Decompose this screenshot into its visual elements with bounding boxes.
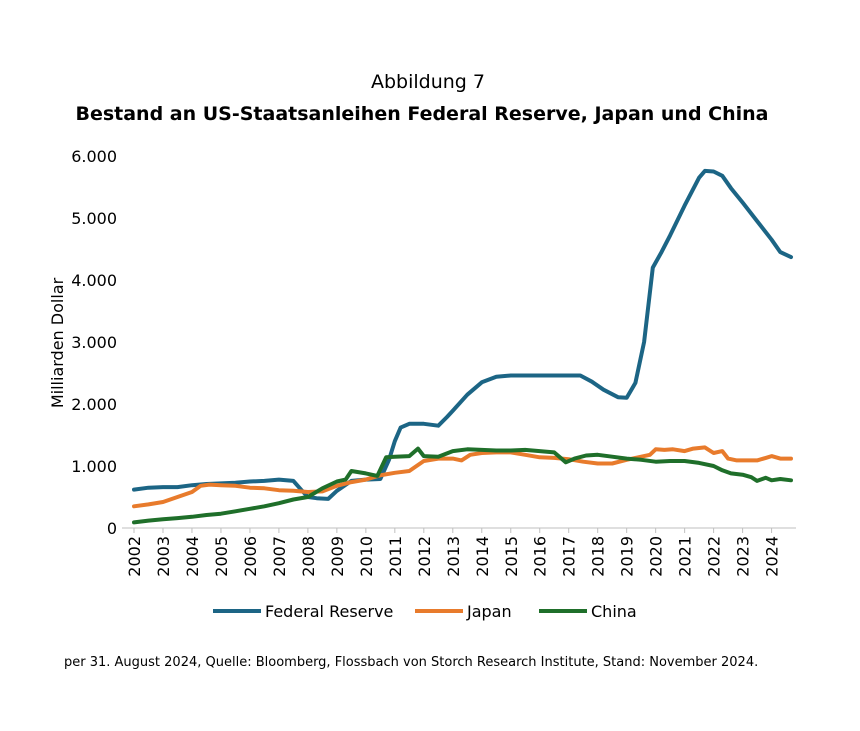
x-tick-label: 2013 — [444, 536, 463, 577]
y-tick-label: 6.000 — [71, 147, 117, 166]
chart-title: Bestand an US-Staatsanleihen Federal Res… — [75, 103, 768, 125]
legend-label: Japan — [466, 602, 512, 621]
legend-label: Federal Reserve — [265, 602, 393, 621]
series-line-japan — [132, 445, 793, 509]
x-tick-label: 2015 — [502, 536, 521, 577]
series-line-federal-reserve — [132, 168, 793, 501]
x-tick-label: 2011 — [386, 536, 405, 577]
x-tick-label: 2022 — [705, 536, 724, 577]
x-tick-label: 2014 — [473, 536, 492, 577]
y-tick-label: 3.000 — [71, 333, 117, 352]
x-tick-label: 2024 — [763, 536, 782, 577]
footnote: per 31. August 2024, Quelle: Bloomberg, … — [64, 655, 758, 670]
x-axis-ticks: 2002 2003 2004 2005 2006 2007 2008 2009 2010 2011… — [125, 528, 782, 577]
x-tick-label: 2006 — [241, 536, 260, 577]
series-lines — [132, 168, 793, 525]
y-tick-label: 1.000 — [71, 457, 117, 476]
x-tick-label: 2007 — [270, 536, 289, 577]
x-tick-label: 2002 — [125, 536, 144, 577]
x-tick-label: 2019 — [618, 536, 637, 577]
x-tick-label: 2008 — [299, 536, 318, 577]
x-tick-label: 2020 — [647, 536, 666, 577]
y-tick-label: 0 — [107, 519, 117, 538]
x-tick-label: 2005 — [212, 536, 231, 577]
x-tick-label: 2021 — [676, 536, 695, 577]
y-axis-ticks: 0 1.000 2.000 3.000 4.000 5.000 6.000 — [71, 147, 117, 538]
y-axis-label: Milliarden Dollar — [48, 277, 67, 408]
x-tick-label: 2003 — [154, 536, 173, 577]
legend-label: China — [591, 602, 637, 621]
series-line-china — [132, 446, 793, 525]
x-tick-label: 2009 — [328, 536, 347, 577]
x-tick-label: 2017 — [560, 536, 579, 577]
figure-label: Abbildung 7 — [371, 71, 485, 93]
y-tick-label: 4.000 — [71, 271, 117, 290]
legend: Federal Reserve Japan China — [213, 602, 637, 621]
x-tick-label: 2023 — [734, 536, 753, 577]
y-tick-label: 2.000 — [71, 395, 117, 414]
y-tick-label: 5.000 — [71, 209, 117, 228]
x-tick-label: 2018 — [589, 536, 608, 577]
x-tick-label: 2010 — [357, 536, 376, 577]
x-tick-label: 2016 — [531, 536, 550, 577]
x-tick-label: 2004 — [183, 536, 202, 577]
x-tick-label: 2012 — [415, 536, 434, 577]
